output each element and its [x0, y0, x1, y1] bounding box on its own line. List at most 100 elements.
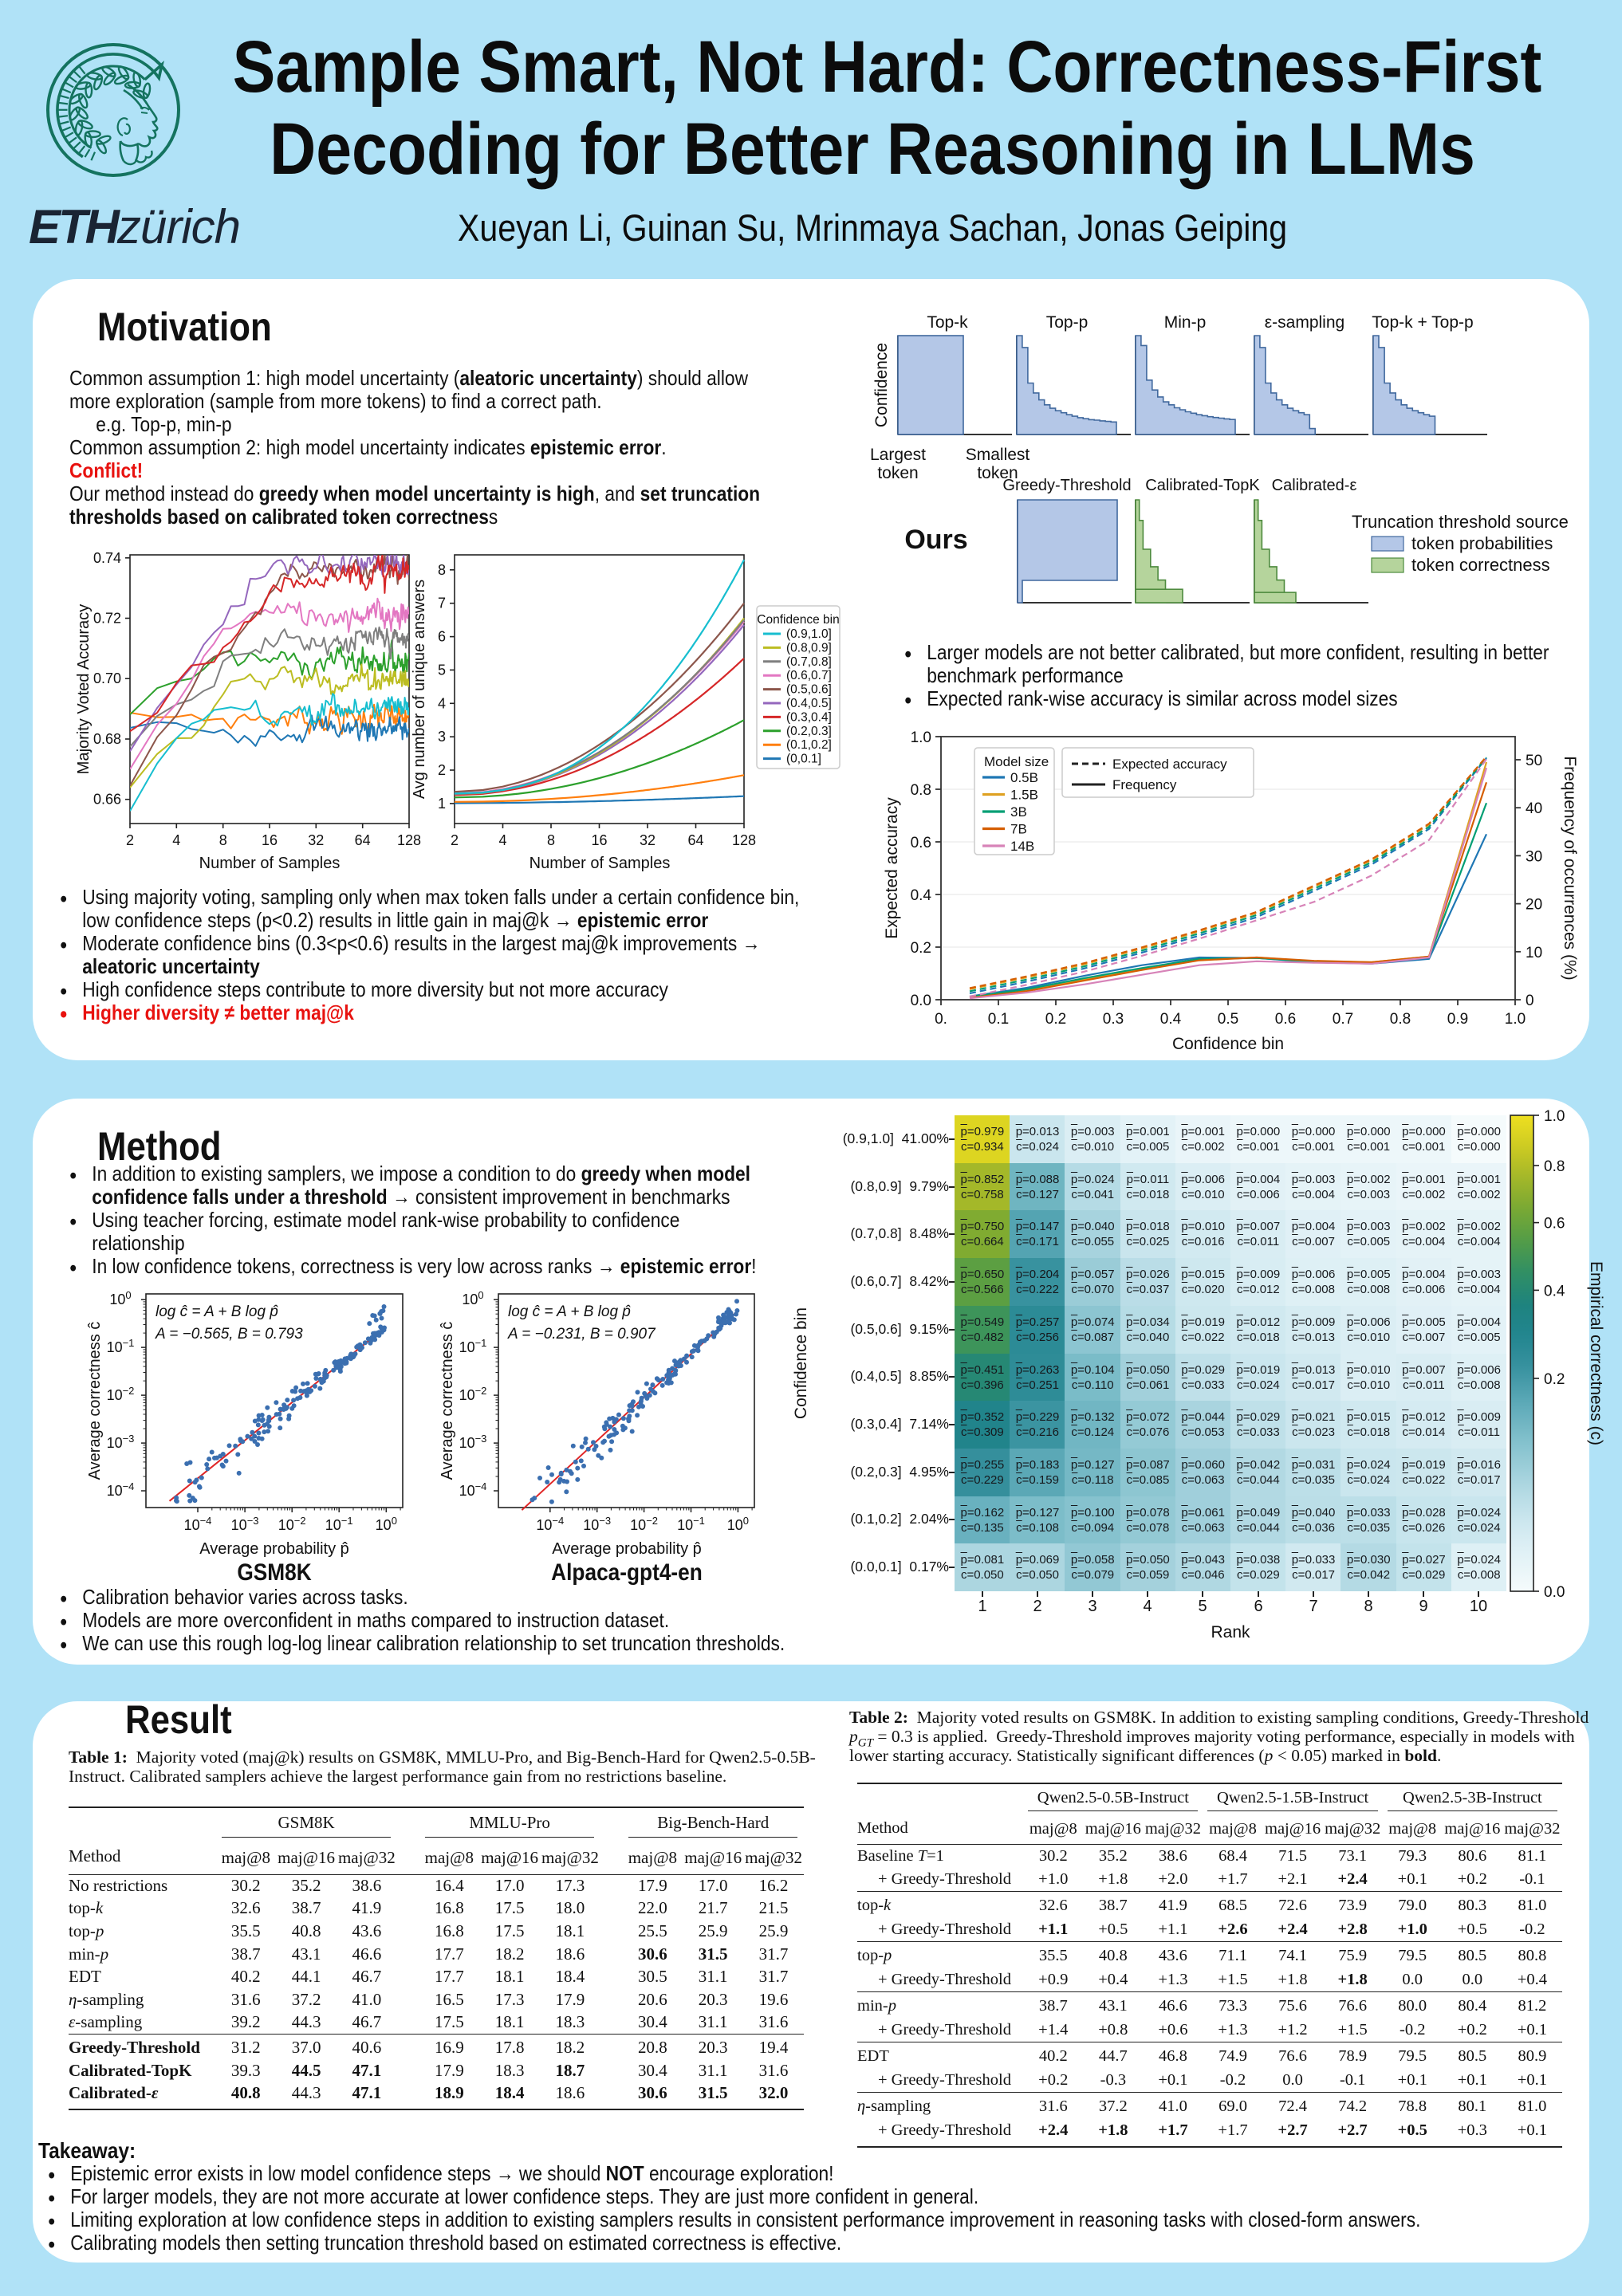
- svg-text:Truncation threshold source: Truncation threshold source: [1352, 512, 1569, 532]
- svg-text:0.5: 0.5: [1218, 1011, 1238, 1028]
- svg-text:(0.6,0.7]: (0.6,0.7]: [786, 669, 832, 682]
- svg-text:1.5B: 1.5B: [1010, 788, 1038, 803]
- svg-text:0.72: 0.72: [93, 611, 121, 627]
- svg-text:16: 16: [591, 832, 607, 848]
- svg-text:10−2: 10−2: [107, 1385, 135, 1403]
- svg-text:A = −0.565, B = 0.793: A = −0.565, B = 0.793: [155, 1326, 303, 1343]
- svg-text:ε-sampling: ε-sampling: [1265, 313, 1344, 332]
- svg-text:10−4: 10−4: [536, 1515, 564, 1533]
- svg-text:Average probability p̂: Average probability p̂: [199, 1540, 349, 1558]
- svg-text:1: 1: [438, 796, 446, 812]
- svg-text:token probabilities: token probabilities: [1411, 533, 1553, 553]
- svg-text:10−3: 10−3: [459, 1433, 487, 1451]
- svg-text:0.66: 0.66: [93, 792, 121, 808]
- svg-text:3B: 3B: [1010, 804, 1027, 820]
- svg-text:0.: 0.: [935, 1011, 947, 1028]
- svg-text:2: 2: [438, 762, 446, 778]
- svg-text:Avg number of unique answers: Avg number of unique answers: [411, 580, 428, 799]
- svg-text:1.0: 1.0: [1544, 1108, 1565, 1125]
- svg-text:4: 4: [438, 695, 446, 711]
- svg-text:(0.8,0.9]: (0.8,0.9]: [786, 641, 832, 655]
- svg-text:Top-k + Top-p: Top-k + Top-p: [1372, 313, 1473, 332]
- svg-text:Empirical correctness (c): Empirical correctness (c): [1587, 1261, 1605, 1445]
- svg-text:(0.9,1.0]: (0.9,1.0]: [786, 627, 832, 641]
- svg-text:Average correctness ĉ: Average correctness ĉ: [86, 1322, 104, 1480]
- svg-text:0.0: 0.0: [911, 993, 931, 1009]
- svg-text:0.6: 0.6: [911, 835, 931, 851]
- svg-text:Confidence bin: Confidence bin: [1172, 1035, 1284, 1052]
- svg-text:0.4: 0.4: [911, 887, 932, 904]
- svg-text:Confidence bin: Confidence bin: [757, 613, 839, 627]
- svg-text:2: 2: [126, 832, 134, 848]
- svg-text:Calibrated-ε: Calibrated-ε: [1272, 477, 1357, 494]
- svg-text:0.5B: 0.5B: [1010, 770, 1038, 785]
- svg-text:Frequency of occurrences (%): Frequency of occurrences (%): [1561, 756, 1579, 980]
- svg-text:Top-p: Top-p: [1046, 313, 1089, 332]
- svg-text:10−1: 10−1: [459, 1337, 487, 1355]
- svg-text:Smallest: Smallest: [966, 446, 1030, 464]
- svg-text:0.8: 0.8: [1544, 1158, 1565, 1175]
- svg-text:7: 7: [438, 596, 446, 611]
- svg-text:Greedy-Threshold: Greedy-Threshold: [1002, 477, 1131, 494]
- svg-text:Largest: Largest: [870, 446, 926, 464]
- svg-text:Average probability p̂: Average probability p̂: [552, 1540, 702, 1558]
- svg-text:10−4: 10−4: [459, 1480, 487, 1499]
- svg-text:50: 50: [1526, 753, 1542, 769]
- svg-text:Expected accuracy: Expected accuracy: [1112, 757, 1227, 772]
- svg-text:0.68: 0.68: [93, 731, 121, 747]
- svg-text:0.8: 0.8: [1390, 1011, 1411, 1028]
- svg-text:2: 2: [451, 832, 459, 848]
- svg-text:4: 4: [498, 832, 506, 848]
- svg-text:0.1: 0.1: [988, 1011, 1009, 1028]
- svg-text:20: 20: [1526, 897, 1542, 914]
- svg-text:log ĉ = A + B log p̂: log ĉ = A + B log p̂: [156, 1303, 279, 1320]
- svg-text:0.4: 0.4: [1160, 1011, 1182, 1028]
- svg-text:14B: 14B: [1010, 839, 1034, 854]
- svg-text:40: 40: [1526, 800, 1542, 817]
- svg-text:10−2: 10−2: [278, 1515, 306, 1533]
- svg-text:128: 128: [732, 832, 756, 848]
- svg-text:(0.2,0.3]: (0.2,0.3]: [786, 725, 832, 738]
- svg-text:(0.3,0.4]: (0.3,0.4]: [786, 710, 832, 724]
- svg-text:10−2: 10−2: [630, 1515, 658, 1533]
- svg-text:10−1: 10−1: [325, 1515, 353, 1533]
- svg-text:8: 8: [219, 832, 227, 848]
- svg-text:8: 8: [547, 832, 555, 848]
- svg-text:Calibrated-TopK: Calibrated-TopK: [1145, 477, 1260, 494]
- svg-text:10−1: 10−1: [677, 1515, 705, 1533]
- svg-text:(0.5,0.6]: (0.5,0.6]: [786, 683, 832, 697]
- svg-text:32: 32: [640, 832, 655, 848]
- svg-text:0.70: 0.70: [93, 670, 121, 686]
- svg-text:100: 100: [109, 1289, 131, 1307]
- svg-text:30: 30: [1526, 848, 1542, 865]
- svg-text:4: 4: [172, 832, 180, 848]
- svg-text:Average correctness ĉ: Average correctness ĉ: [439, 1322, 456, 1480]
- svg-text:0.2: 0.2: [1045, 1011, 1066, 1028]
- svg-text:(0,0.1]: (0,0.1]: [786, 753, 821, 766]
- svg-text:100: 100: [376, 1515, 397, 1533]
- svg-text:10−4: 10−4: [184, 1515, 212, 1533]
- svg-text:Ours: Ours: [904, 525, 967, 555]
- svg-text:0.6: 0.6: [1275, 1011, 1296, 1028]
- svg-text:5: 5: [438, 662, 446, 678]
- svg-text:log ĉ = A + B log p̂: log ĉ = A + B log p̂: [508, 1303, 632, 1320]
- svg-text:Frequency: Frequency: [1112, 777, 1177, 792]
- svg-text:64: 64: [687, 832, 703, 848]
- svg-text:0.2: 0.2: [1544, 1371, 1565, 1388]
- svg-text:100: 100: [727, 1515, 749, 1533]
- svg-text:(0.1,0.2]: (0.1,0.2]: [786, 738, 832, 752]
- svg-text:Confidence: Confidence: [872, 343, 891, 427]
- svg-text:16: 16: [262, 832, 278, 848]
- svg-text:Majority Voted Accuracy: Majority Voted Accuracy: [75, 604, 93, 774]
- svg-text:10: 10: [1526, 945, 1542, 961]
- svg-text:8: 8: [438, 562, 446, 578]
- svg-text:6: 6: [438, 629, 446, 645]
- svg-text:0.4: 0.4: [1544, 1283, 1565, 1299]
- svg-text:Model size: Model size: [984, 754, 1049, 769]
- svg-text:10−2: 10−2: [459, 1385, 487, 1403]
- svg-text:token: token: [977, 464, 1018, 482]
- svg-text:0.0: 0.0: [1544, 1584, 1565, 1601]
- svg-text:32: 32: [308, 832, 324, 848]
- svg-text:128: 128: [397, 832, 421, 848]
- svg-text:10−1: 10−1: [107, 1337, 135, 1355]
